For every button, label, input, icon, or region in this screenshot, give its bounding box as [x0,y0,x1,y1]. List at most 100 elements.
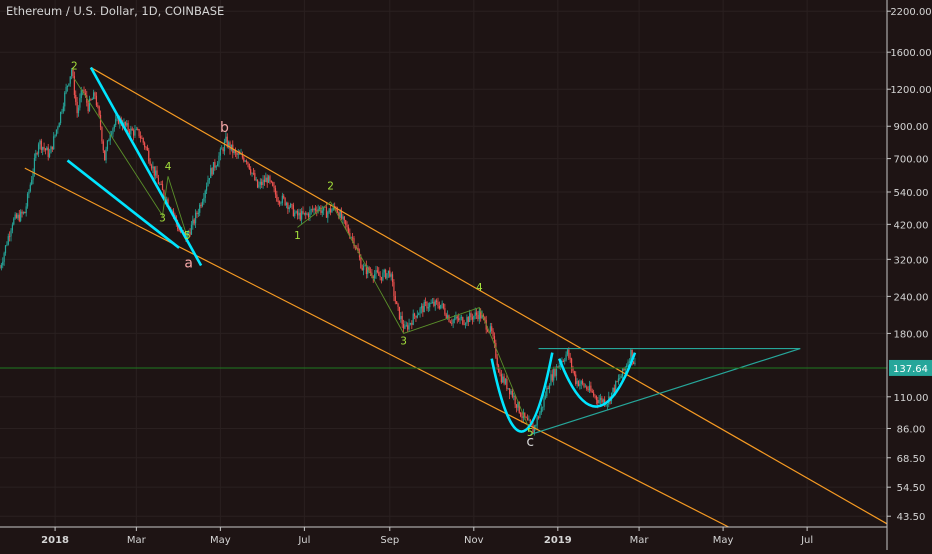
candle-body [413,313,416,316]
time-tick-label: 2018 [41,535,69,546]
candle-body [64,92,66,107]
candle-body [385,269,387,279]
candle-body [167,199,169,207]
candle-body [208,178,210,180]
candle-body [475,312,478,315]
candle-body [215,166,217,168]
candle-body [367,267,369,274]
candle-body [382,272,384,281]
candle-body [292,204,294,217]
candle-body [368,267,370,272]
candle-body [11,224,13,231]
candle-body [263,179,266,183]
candle-body [626,365,628,367]
candle-body [83,89,85,93]
candle-body [205,186,208,191]
candle-body [66,85,69,88]
candle-body [214,162,216,168]
wave-label-5: 5 [527,427,534,439]
candle-body [99,115,102,128]
candle-body [126,123,128,126]
candle-body [116,116,118,120]
wave-label-c: c [526,434,534,450]
candle-body [217,163,219,167]
price-tick-label: 86.00 [897,424,926,435]
candle-body [620,375,622,379]
candle-body [331,209,333,213]
candle-body [197,212,199,215]
candle-body [241,153,244,158]
candle-body [4,245,7,254]
candle-body [200,204,202,207]
candle-body [548,385,551,390]
trend-line-support [530,347,801,436]
candle-body [430,303,432,304]
candle-body [535,425,537,427]
candle-body [135,129,137,130]
price-tick-label: 900.00 [894,122,929,133]
candle-body [342,216,344,219]
wave-label-4: 4 [165,161,172,173]
candle-body [301,211,303,220]
candle-body [473,316,475,320]
candle-body [314,208,317,211]
candle-body [478,310,480,320]
candle-body [32,172,34,180]
candle-body [112,128,114,134]
candle-body [37,144,40,154]
candle-body [230,144,232,150]
candle-body [606,404,609,406]
candle-body [305,212,307,215]
candle-body [484,317,486,320]
candle-body [540,407,542,413]
candle-body [35,153,37,159]
candle-body [79,98,81,108]
candle-body [97,105,99,107]
candle-body [555,366,558,376]
candle-body [203,197,205,202]
candle-body [547,387,549,390]
wave-label-b: b [220,120,229,136]
candle-body [172,210,175,215]
wave-label-a: a [184,256,193,272]
time-tick-label: May [210,535,231,546]
candle-body [113,125,115,129]
candle-body [363,265,365,271]
candle-body [234,150,237,153]
candle-body [511,390,513,397]
candle-body [313,208,315,211]
candle-body [597,399,599,404]
candle-body [29,184,31,192]
candle-body [605,404,607,406]
candle-body [345,220,347,225]
trend-line-channel-upper [90,67,888,525]
candle-body [449,321,451,324]
candle-body [437,302,439,307]
candle-body [616,381,618,383]
candle-body [396,301,398,305]
candle-body [566,349,569,355]
candle-body [57,127,59,130]
candle-body [456,316,458,319]
candle-body [532,425,534,433]
candle-body [582,381,584,384]
candle-body [82,89,84,91]
candle-body [514,395,516,405]
candle-body [351,237,354,239]
candle-body [302,211,304,214]
candle-body [53,136,55,150]
candle-body [423,302,425,313]
candle-body [459,317,461,321]
candle-body [183,232,186,234]
candle-body [489,326,491,332]
candle-body [565,354,567,361]
time-tick-label: May [713,535,734,546]
candle-body [393,282,395,296]
candle-body [474,312,476,317]
candle-body [434,300,436,306]
candle-body [86,95,88,103]
candle-body [499,372,501,375]
candle-body [481,315,483,319]
candle-body [251,172,253,174]
